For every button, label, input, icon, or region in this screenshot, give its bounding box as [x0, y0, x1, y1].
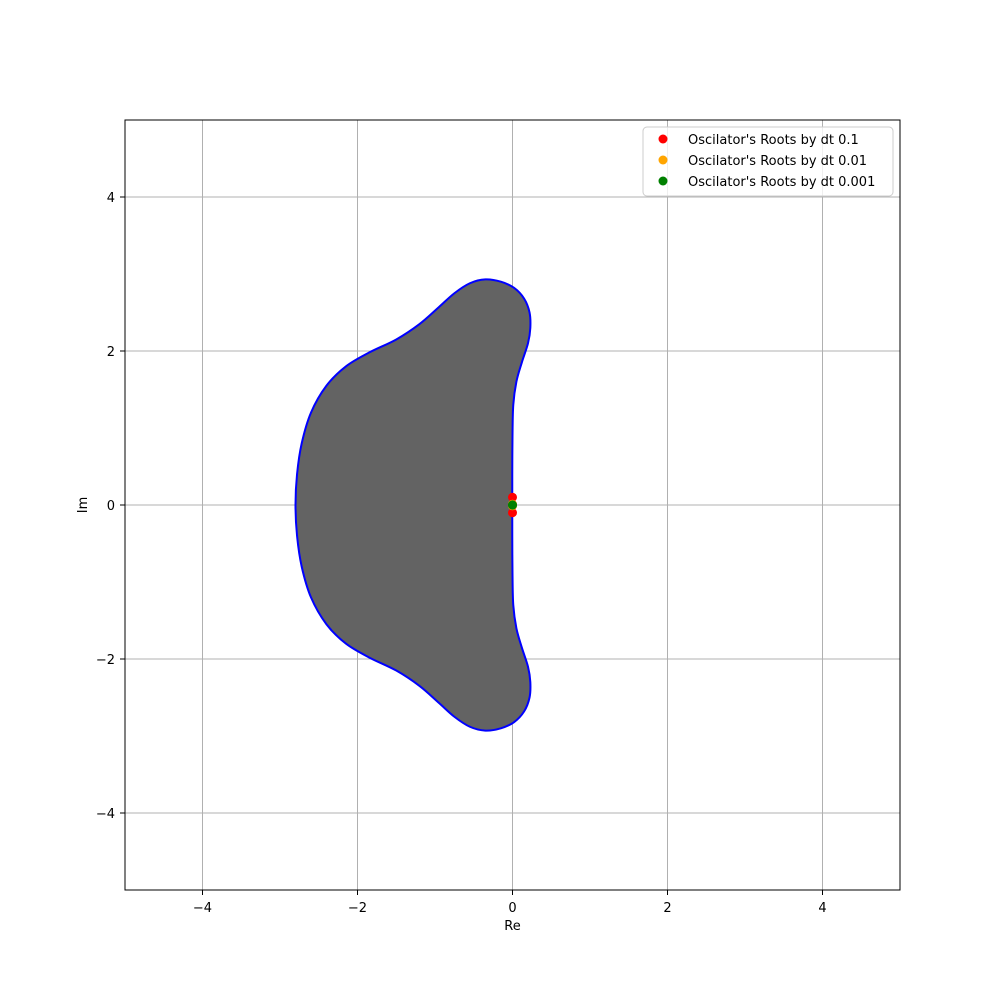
x-tick-label: −2: [348, 901, 367, 916]
legend-marker: [658, 176, 668, 186]
legend-label: Oscilator's Roots by dt 0.001: [688, 175, 875, 190]
y-tick-label: 0: [107, 499, 115, 514]
stability-region: [294, 278, 532, 732]
x-axis-label: Re: [504, 919, 520, 934]
x-tick-label: 0: [508, 901, 516, 916]
legend-box: [642, 126, 894, 197]
root-point-series-1: [508, 508, 517, 518]
legend-label: Oscilator's Roots by dt 0.1: [688, 133, 859, 148]
y-tick-label: −2: [96, 653, 115, 668]
y-axis-label: Im: [76, 497, 91, 514]
x-tick-label: 4: [818, 901, 826, 916]
legend-label: Oscilator's Roots by dt 0.01: [688, 154, 867, 169]
x-tick-label: −4: [193, 901, 212, 916]
axis-ticks: −4 −2 0 2 4 −4 −2 0 2 4: [96, 191, 827, 916]
legend-marker: [658, 155, 668, 165]
y-tick-label: 4: [107, 191, 115, 206]
y-tick-label: −4: [96, 807, 115, 822]
root-point-series-3: [508, 500, 517, 510]
data-points: [508, 492, 517, 518]
legend-marker: [658, 134, 668, 144]
x-tick-label: 2: [663, 901, 671, 916]
root-point-series-1: [508, 492, 517, 502]
legend: Oscilator's Roots by dt 0.1 Oscilator's R…: [642, 126, 894, 197]
y-tick-label: 2: [107, 345, 115, 360]
